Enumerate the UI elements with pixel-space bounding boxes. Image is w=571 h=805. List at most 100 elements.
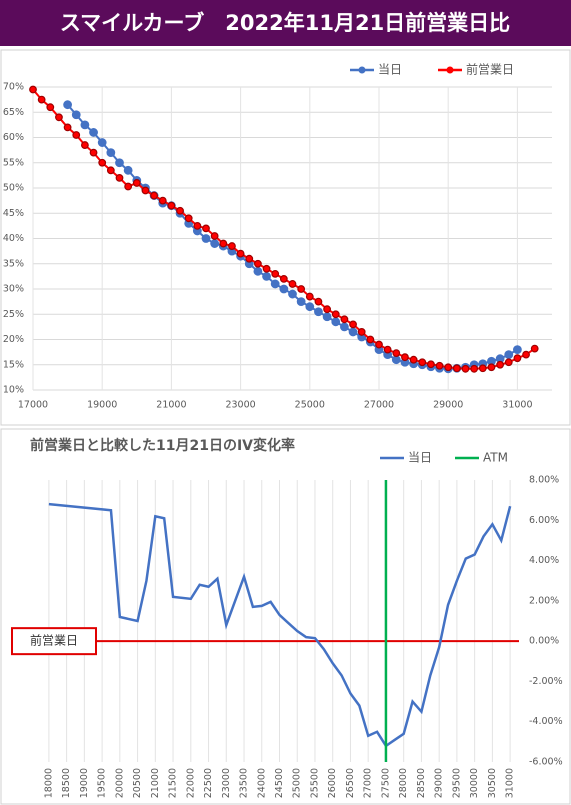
y-tick-label: 45% bbox=[3, 208, 24, 219]
marker bbox=[340, 315, 349, 324]
marker bbox=[132, 179, 141, 187]
marker bbox=[29, 85, 37, 94]
marker bbox=[253, 259, 262, 268]
y-tick-label: 70% bbox=[3, 82, 24, 93]
marker bbox=[97, 138, 107, 147]
y-tick-label: 50% bbox=[3, 183, 24, 194]
marker bbox=[167, 201, 176, 210]
marker bbox=[210, 239, 220, 248]
legend-label: 当日 bbox=[408, 451, 432, 465]
y-tick-label: 55% bbox=[3, 157, 24, 168]
x-tick-label: 31000 bbox=[502, 400, 532, 411]
x-tick-label: 30000 bbox=[469, 768, 480, 798]
marker bbox=[470, 364, 479, 373]
reference-label: 前営業日 bbox=[30, 633, 78, 648]
x-tick-label: 28500 bbox=[416, 768, 427, 798]
marker bbox=[184, 214, 193, 223]
marker bbox=[296, 297, 306, 307]
y-tick-label: 25% bbox=[3, 309, 24, 320]
marker bbox=[305, 292, 314, 301]
marker bbox=[72, 131, 81, 139]
marker bbox=[340, 322, 349, 332]
chart-frame bbox=[0, 49, 571, 426]
marker bbox=[305, 302, 315, 312]
marker bbox=[150, 191, 159, 200]
marker bbox=[478, 364, 487, 373]
marker bbox=[375, 340, 383, 349]
x-tick-label: 29000 bbox=[433, 400, 463, 411]
y-tick-label: 40% bbox=[3, 233, 24, 244]
x-tick-label: 25000 bbox=[292, 768, 303, 798]
marker bbox=[262, 271, 271, 281]
marker bbox=[270, 279, 280, 289]
x-tick-label: 27000 bbox=[363, 768, 374, 798]
marker bbox=[357, 328, 366, 336]
marker bbox=[530, 344, 539, 353]
marker bbox=[80, 141, 89, 149]
legend-label: 前営業日 bbox=[466, 62, 514, 77]
marker bbox=[55, 113, 63, 122]
y-tick-label: 35% bbox=[3, 258, 24, 269]
y-tick-label: 8.00% bbox=[529, 475, 559, 486]
y-tick-label: 20% bbox=[3, 334, 24, 345]
marker bbox=[202, 224, 210, 233]
marker bbox=[141, 186, 150, 195]
x-tick-label: 29500 bbox=[451, 768, 462, 798]
marker bbox=[271, 269, 280, 278]
marker bbox=[288, 280, 297, 288]
marker bbox=[106, 148, 116, 158]
x-tick-label: 27500 bbox=[380, 768, 391, 798]
marker bbox=[115, 173, 124, 182]
marker bbox=[71, 110, 81, 120]
marker bbox=[435, 361, 444, 370]
x-tick-label: 19000 bbox=[87, 400, 117, 411]
x-tick-label: 20000 bbox=[114, 768, 125, 798]
marker bbox=[444, 363, 453, 372]
marker bbox=[176, 206, 184, 215]
x-tick-label: 24000 bbox=[256, 768, 267, 798]
series-line bbox=[66, 104, 518, 370]
marker bbox=[46, 103, 55, 112]
marker bbox=[418, 358, 427, 367]
legend-label: ATM bbox=[483, 451, 508, 465]
marker bbox=[80, 120, 90, 130]
marker bbox=[366, 335, 375, 344]
marker bbox=[201, 234, 211, 243]
marker bbox=[115, 158, 124, 168]
marker bbox=[89, 148, 98, 157]
marker bbox=[348, 327, 358, 337]
x-tick-label: 19500 bbox=[97, 768, 108, 798]
marker bbox=[63, 123, 72, 132]
legend-label: 当日 bbox=[378, 63, 402, 77]
x-tick-label: 27000 bbox=[364, 400, 394, 411]
marker bbox=[461, 364, 470, 373]
x-tick-label: 26500 bbox=[345, 768, 356, 798]
marker bbox=[124, 182, 133, 191]
marker bbox=[496, 360, 505, 369]
marker bbox=[219, 239, 228, 248]
marker bbox=[279, 284, 289, 294]
x-tick-label: 19000 bbox=[79, 768, 90, 798]
x-tick-label: 31000 bbox=[505, 768, 516, 798]
marker bbox=[262, 264, 271, 273]
marker bbox=[349, 320, 357, 329]
marker bbox=[383, 345, 392, 354]
x-tick-label: 22500 bbox=[203, 768, 214, 798]
marker bbox=[63, 100, 72, 110]
marker bbox=[504, 358, 513, 367]
marker bbox=[487, 363, 496, 372]
x-tick-label: 30500 bbox=[487, 768, 498, 798]
x-tick-label: 25500 bbox=[309, 768, 320, 798]
marker bbox=[288, 289, 297, 299]
y-tick-label: -6.00% bbox=[529, 757, 563, 768]
x-tick-label: 23500 bbox=[239, 768, 250, 798]
marker bbox=[106, 166, 115, 175]
marker bbox=[427, 360, 435, 369]
marker bbox=[392, 349, 401, 358]
marker bbox=[314, 297, 323, 306]
marker bbox=[522, 350, 530, 359]
legend-marker bbox=[358, 66, 366, 74]
marker bbox=[391, 355, 401, 365]
marker bbox=[253, 266, 263, 276]
y-tick-label: -2.00% bbox=[529, 676, 563, 687]
